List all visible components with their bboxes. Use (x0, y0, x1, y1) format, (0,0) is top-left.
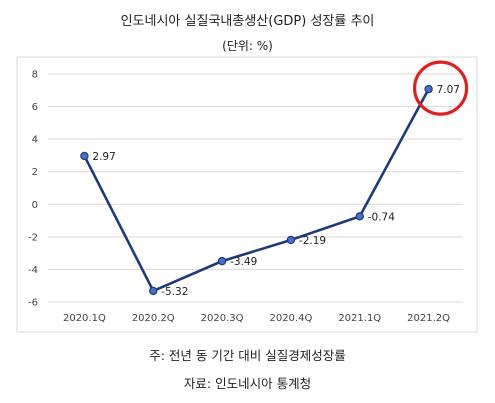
data-label: 7.07 (437, 84, 460, 96)
y-tick-label: -2 (28, 232, 38, 243)
data-label: -2.19 (299, 235, 326, 247)
data-label: 2.97 (92, 151, 115, 163)
data-point (424, 84, 433, 94)
y-axis-ticks: -6 -4 -2 0 2 4 6 8 (28, 70, 38, 309)
y-tick-label: -4 (28, 265, 38, 276)
x-tick-label: 2020.1Q (63, 313, 106, 324)
footnote: 주: 전년 동 기간 대비 실질경제성장률 (149, 348, 346, 363)
y-tick-label: 2 (32, 167, 38, 178)
series-gdp-growth (83, 88, 430, 293)
y-tick-label: -6 (28, 298, 38, 309)
y-tick-label: 6 (32, 102, 38, 113)
data-label: -5.32 (161, 286, 188, 298)
highlight-circle (412, 60, 469, 116)
x-tick-label: 2020.3Q (201, 313, 244, 324)
gdp-line-chart: -6 -4 -2 0 2 4 6 8 2020.1Q 2020.2Q 2020.3Q 2020.4Q… (16, 56, 478, 333)
data-labels: 2.97 -5.32 -3.49 -2.19 -0.74 7.07 (92, 84, 460, 298)
data-point (286, 235, 296, 245)
y-tick-label: 4 (32, 135, 38, 146)
data-point (355, 212, 364, 221)
x-axis-ticks: 2020.1Q 2020.2Q 2020.3Q 2020.4Q 2021.1Q 2021.… (63, 313, 450, 324)
highlight-layer (412, 60, 469, 116)
data-point (217, 256, 227, 266)
chart-title: 인도네시아 실질국내총생산(GDP) 성장률 추이 (120, 14, 375, 29)
source-note: 자료: 인도네시아 통계청 (183, 376, 312, 391)
data-points (80, 84, 433, 296)
x-tick-label: 2021.2Q (407, 313, 450, 324)
data-point (80, 151, 89, 161)
data-point (149, 286, 158, 296)
plot-frame (16, 56, 478, 333)
data-label: -0.74 (368, 211, 395, 223)
gridlines (48, 73, 463, 303)
x-tick-label: 2021.1Q (338, 313, 381, 324)
chart-unit: (단위: %) (222, 39, 273, 53)
y-tick-label: 8 (32, 70, 38, 81)
x-tick-label: 2020.2Q (132, 313, 175, 324)
data-label: -3.49 (230, 256, 257, 268)
series-line (83, 88, 430, 293)
x-tick-label: 2020.4Q (269, 313, 312, 324)
y-tick-label: 0 (32, 200, 38, 211)
